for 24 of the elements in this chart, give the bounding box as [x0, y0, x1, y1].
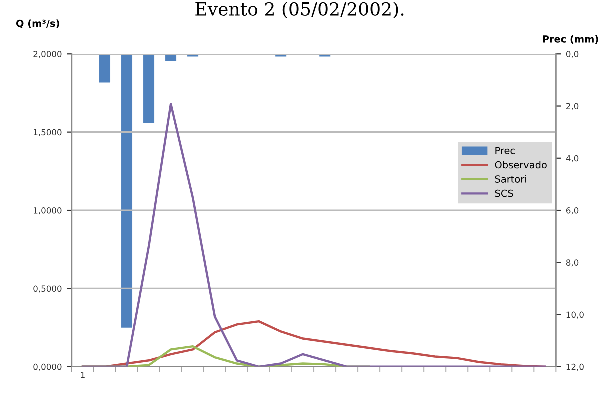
x-tick-label: 1 — [81, 372, 85, 378]
y-tick-label: 1,0000 — [34, 208, 62, 215]
chart-title: Evento 2 (05/02/2002). — [196, 2, 404, 19]
y-tick-label: 0,0000 — [34, 364, 62, 372]
legend-label: Observado — [495, 161, 547, 169]
bar — [122, 54, 133, 328]
y-axis-title: Q (m³/s) — [16, 20, 60, 29]
y2-tick-label: 2,0 — [566, 103, 579, 110]
legend-label: Prec — [496, 147, 515, 154]
legend-label: SCS — [495, 190, 514, 198]
y2-tick-label: 6,0 — [566, 208, 579, 215]
y-tick-label: 2,0000 — [34, 51, 62, 58]
y2-axis-title: Prec (mm) — [543, 35, 598, 44]
y2-tick-label: 10,0 — [566, 312, 584, 319]
y2-tick-label: 4,0 — [566, 155, 579, 163]
bar — [144, 54, 155, 124]
line-series — [82, 103, 546, 367]
y-tick-label: 1,5000 — [34, 129, 62, 136]
y2-tick-label: 12,0 — [566, 364, 584, 372]
y2-tick-label: 8,0 — [566, 260, 579, 267]
bar — [100, 54, 111, 83]
legend-label: Sartori — [495, 175, 526, 183]
y2-tick-label: 0,0 — [566, 51, 579, 58]
y-tick-label: 0,5000 — [34, 286, 62, 293]
